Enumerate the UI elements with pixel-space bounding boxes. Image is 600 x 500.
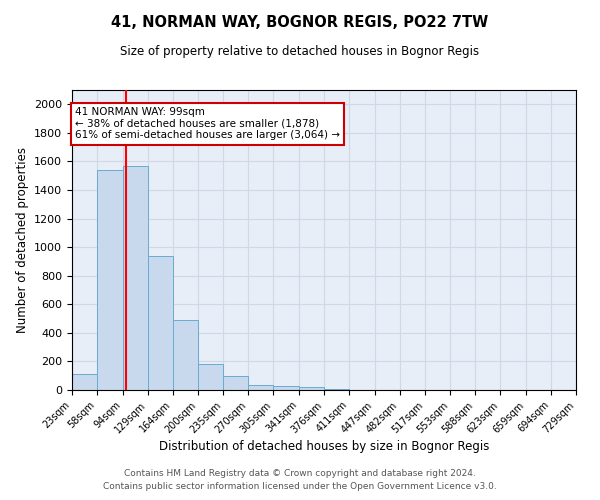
Text: Size of property relative to detached houses in Bognor Regis: Size of property relative to detached ho… bbox=[121, 45, 479, 58]
Y-axis label: Number of detached properties: Number of detached properties bbox=[16, 147, 29, 333]
Bar bbox=[72, 374, 97, 390]
Bar bbox=[199, 364, 223, 390]
X-axis label: Distribution of detached houses by size in Bognor Regis: Distribution of detached houses by size … bbox=[159, 440, 489, 453]
Bar bbox=[148, 256, 173, 390]
Text: 41, NORMAN WAY, BOGNOR REGIS, PO22 7TW: 41, NORMAN WAY, BOGNOR REGIS, PO22 7TW bbox=[112, 15, 488, 30]
Bar bbox=[122, 166, 148, 390]
Bar bbox=[274, 386, 299, 390]
Text: Contains HM Land Registry data © Crown copyright and database right 2024.: Contains HM Land Registry data © Crown c… bbox=[124, 468, 476, 477]
Text: Contains public sector information licensed under the Open Government Licence v3: Contains public sector information licen… bbox=[103, 482, 497, 491]
Bar bbox=[299, 387, 324, 390]
Bar bbox=[173, 320, 199, 390]
Bar bbox=[223, 376, 248, 390]
Text: 41 NORMAN WAY: 99sqm
← 38% of detached houses are smaller (1,878)
61% of semi-de: 41 NORMAN WAY: 99sqm ← 38% of detached h… bbox=[75, 107, 340, 140]
Bar bbox=[248, 385, 274, 390]
Bar bbox=[97, 170, 122, 390]
